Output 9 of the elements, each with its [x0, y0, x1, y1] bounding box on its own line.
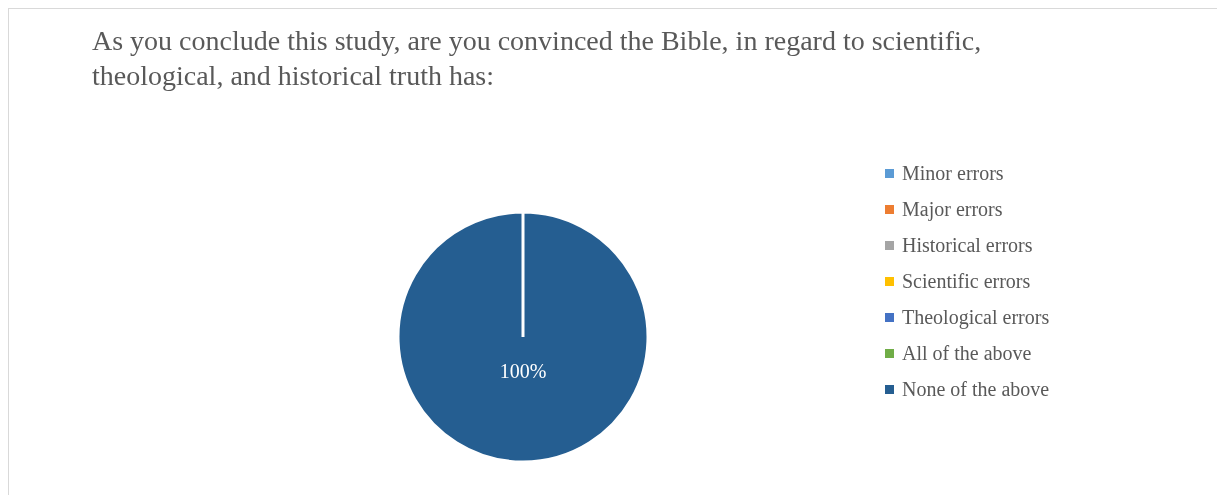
legend-label: Major errors [902, 197, 1003, 221]
legend-label: Theological errors [902, 305, 1050, 329]
legend-label: Historical errors [902, 233, 1033, 257]
chart-title: As you conclude this study, are you convinced the Bible, in regard to scientific, theological, and historical truth has: [92, 24, 983, 93]
legend-label: Minor errors [902, 161, 1004, 185]
legend-label: None of the above [902, 377, 1050, 401]
data-label: 100% [499, 359, 547, 382]
legend-label: All of the above [902, 341, 1032, 365]
legend-label: Scientific errors [902, 269, 1031, 293]
